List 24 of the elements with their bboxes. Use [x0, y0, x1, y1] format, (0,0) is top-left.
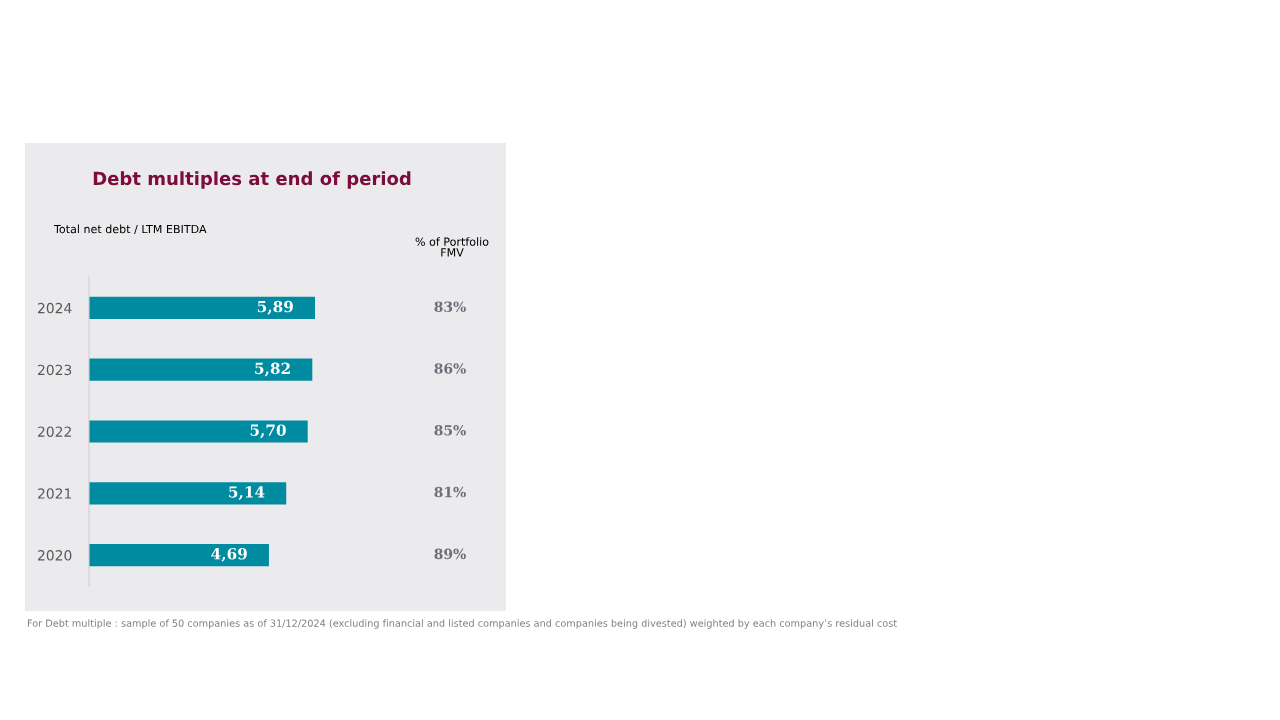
text: 86%	[434, 363, 466, 374]
chart-title: Debt multiples at end of period	[93, 171, 411, 189]
text: % of Portfolio FMV	[415, 237, 489, 257]
y-tick-label: 2020	[38, 550, 72, 561]
bar	[89, 482, 287, 505]
bar	[89, 543, 269, 567]
text: 89%	[434, 548, 466, 560]
bar	[89, 296, 315, 320]
text: 81%	[434, 486, 466, 498]
text: 85%	[434, 425, 466, 436]
data-label: 5,82	[255, 362, 290, 377]
data-label: 5,89	[257, 300, 293, 315]
y-tick-label: 2021	[38, 488, 72, 499]
data-label: 5,14	[229, 486, 265, 501]
data-label: 5,70	[250, 424, 286, 439]
y-tick-label: 2022	[38, 426, 71, 437]
y-tick-label: 2023	[38, 364, 72, 376]
chart-subtitle: Total net debt / LTM EBITDA	[53, 224, 207, 235]
y-tick-label: 2024	[38, 302, 72, 314]
text: For Debt multiple : sample of 50 companies as of 31/12/2024 (excluding financial and listed companies and companies being divested) weighted by each company’s residual cost	[27, 619, 897, 629]
bar	[89, 420, 308, 443]
data-label: 4,69	[211, 547, 247, 562]
text: 83%	[434, 301, 466, 312]
bar	[89, 358, 313, 381]
